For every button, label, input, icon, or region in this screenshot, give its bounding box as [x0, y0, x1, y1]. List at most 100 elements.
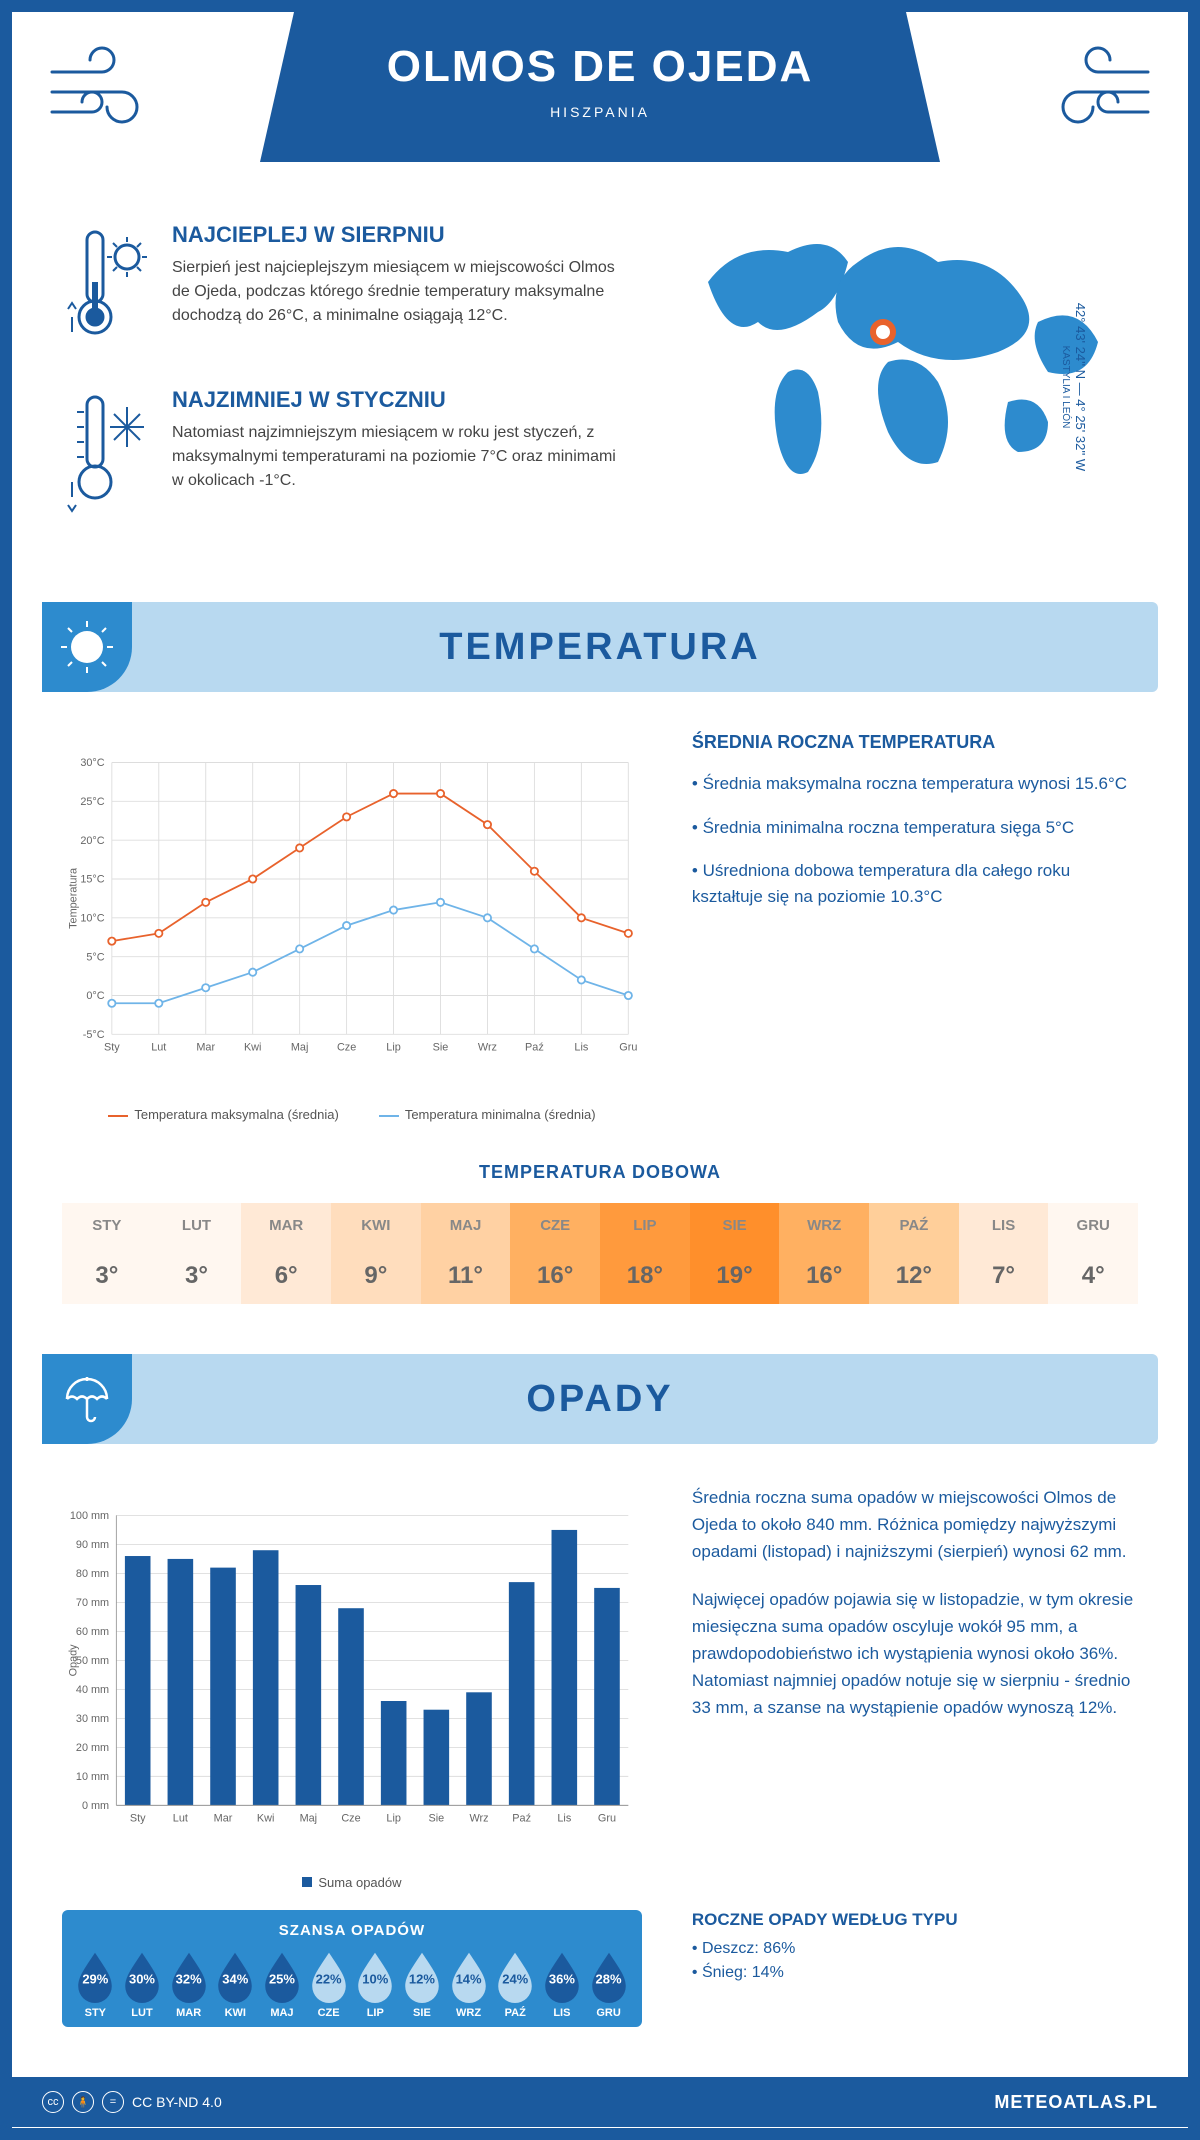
- svg-text:Kwi: Kwi: [257, 1813, 274, 1825]
- daily-month: SIE: [690, 1203, 780, 1248]
- temperature-chart: -5°C0°C5°C10°C15°C20°C25°C30°CStyLutMarK…: [62, 732, 642, 1122]
- svg-text:Sty: Sty: [130, 1813, 146, 1825]
- svg-text:60 mm: 60 mm: [76, 1626, 109, 1638]
- temp-legend: Temperatura maksymalna (średnia) Tempera…: [62, 1107, 642, 1122]
- svg-text:Wrz: Wrz: [469, 1813, 488, 1825]
- svg-text:Lip: Lip: [386, 1813, 401, 1825]
- daily-month: LIS: [959, 1203, 1049, 1248]
- by-icon: 🧍: [72, 2091, 94, 2113]
- wind-icon: [42, 42, 162, 147]
- location-title: OLMOS DE OJEDA: [260, 42, 940, 92]
- daily-value: 18°: [600, 1248, 690, 1304]
- coldest-block: NAJZIMNIEJ W STYCZNIU Natomiast najzimni…: [62, 387, 618, 522]
- daily-value: 7°: [959, 1248, 1049, 1304]
- coldest-text: Natomiast najzimniejszym miesiącem w rok…: [172, 421, 618, 493]
- svg-text:Sty: Sty: [104, 1042, 120, 1054]
- svg-text:70 mm: 70 mm: [76, 1597, 109, 1609]
- license-text: CC BY-ND 4.0: [132, 2094, 222, 2110]
- precip-type: ROCZNE OPADY WEDŁUG TYPU • Deszcz: 86%• …: [692, 1910, 1138, 2027]
- svg-text:Maj: Maj: [300, 1813, 318, 1825]
- chance-drop: 34% KWI: [212, 1949, 259, 2019]
- chance-drop: 25% MAJ: [259, 1949, 306, 2019]
- svg-text:10°C: 10°C: [80, 912, 104, 924]
- site-name: METEOATLAS.PL: [994, 2092, 1158, 2113]
- summary-row: NAJCIEPLEJ W SIERPNIU Sierpień jest najc…: [12, 192, 1188, 592]
- daily-value: 3°: [62, 1248, 152, 1304]
- temperature-body: -5°C0°C5°C10°C15°C20°C25°C30°CStyLutMarK…: [12, 692, 1188, 1162]
- summary-text-col: NAJCIEPLEJ W SIERPNIU Sierpień jest najc…: [62, 222, 618, 552]
- chance-drop: 28% GRU: [585, 1949, 632, 2019]
- precip-p1: Średnia roczna suma opadów w miejscowośc…: [692, 1484, 1138, 1566]
- precip-legend: Suma opadów: [62, 1875, 642, 1890]
- daily-temperature: TEMPERATURA DOBOWA STYLUTMARKWIMAJCZELIP…: [12, 1162, 1188, 1344]
- precipitation-text: Średnia roczna suma opadów w miejscowośc…: [692, 1484, 1138, 1890]
- svg-text:Cze: Cze: [337, 1042, 356, 1054]
- svg-text:15°C: 15°C: [80, 874, 104, 886]
- daily-title: TEMPERATURA DOBOWA: [62, 1162, 1138, 1183]
- daily-month: GRU: [1048, 1203, 1138, 1248]
- svg-text:90 mm: 90 mm: [76, 1539, 109, 1551]
- chance-drop: 32% MAR: [165, 1949, 212, 2019]
- hottest-text: Sierpień jest najcieplejszym miesiącem w…: [172, 256, 618, 328]
- temperature-title: TEMPERATURA: [439, 626, 761, 669]
- svg-text:20 mm: 20 mm: [76, 1742, 109, 1754]
- svg-text:Wrz: Wrz: [478, 1042, 497, 1054]
- svg-text:Paź: Paź: [525, 1042, 544, 1054]
- nd-icon: =: [102, 2091, 124, 2113]
- daily-month: LIP: [600, 1203, 690, 1248]
- svg-text:-5°C: -5°C: [83, 1029, 105, 1041]
- daily-value: 9°: [331, 1248, 421, 1304]
- coords-text: 42° 43' 24'' N — 4° 25' 32'' W: [1073, 303, 1088, 471]
- world-map: 42° 43' 24'' N — 4° 25' 32'' W KASTYLIA …: [658, 222, 1138, 552]
- svg-text:30 mm: 30 mm: [76, 1713, 109, 1725]
- chance-drop: 24% PAŹ: [492, 1949, 539, 2019]
- temp-stat-item: • Uśredniona dobowa temperatura dla całe…: [692, 858, 1138, 909]
- svg-text:Gru: Gru: [598, 1813, 616, 1825]
- chance-row: SZANSA OPADÓW 29% STY 30% LUT 32%: [12, 1910, 1188, 2057]
- precipitation-title: OPADY: [526, 1378, 673, 1421]
- chance-strip: SZANSA OPADÓW 29% STY 30% LUT 32%: [62, 1910, 642, 2027]
- svg-text:80 mm: 80 mm: [76, 1568, 109, 1580]
- chance-drop: 30% LUT: [119, 1949, 166, 2019]
- precip-type-item: • Śnieg: 14%: [692, 1964, 1138, 1982]
- svg-text:Cze: Cze: [341, 1813, 360, 1825]
- thermometer-hot-icon: [62, 222, 152, 357]
- temp-stat-item: • Średnia maksymalna roczna temperatura …: [692, 771, 1138, 797]
- region-text: KASTYLIA I LEÓN: [1060, 303, 1071, 471]
- daily-month: PAŹ: [869, 1203, 959, 1248]
- svg-text:0 mm: 0 mm: [82, 1800, 109, 1812]
- svg-text:Lis: Lis: [557, 1813, 571, 1825]
- daily-value: 16°: [510, 1248, 600, 1304]
- daily-value: 19°: [690, 1248, 780, 1304]
- svg-text:5°C: 5°C: [86, 951, 104, 963]
- umbrella-icon: [42, 1354, 132, 1444]
- svg-text:25°C: 25°C: [80, 796, 104, 808]
- svg-text:40 mm: 40 mm: [76, 1684, 109, 1696]
- svg-text:Lut: Lut: [173, 1813, 188, 1825]
- chance-drop: 10% LIP: [352, 1949, 399, 2019]
- precip-legend-label: Suma opadów: [318, 1875, 401, 1890]
- svg-text:Sie: Sie: [428, 1813, 444, 1825]
- sun-icon: [42, 602, 132, 692]
- footer: cc 🧍 = CC BY-ND 4.0 METEOATLAS.PL: [12, 2077, 1188, 2127]
- wind-icon: [1038, 42, 1158, 147]
- header: OLMOS DE OJEDA HISZPANIA: [12, 12, 1188, 192]
- svg-text:Sie: Sie: [433, 1042, 449, 1054]
- daily-month: MAR: [241, 1203, 331, 1248]
- daily-value: 16°: [779, 1248, 869, 1304]
- precipitation-chart: 0 mm10 mm20 mm30 mm40 mm50 mm60 mm70 mm8…: [62, 1484, 642, 1890]
- svg-text:Maj: Maj: [291, 1042, 309, 1054]
- cc-icon: cc: [42, 2091, 64, 2113]
- title-banner: OLMOS DE OJEDA HISZPANIA: [260, 12, 940, 162]
- coordinates: 42° 43' 24'' N — 4° 25' 32'' W KASTYLIA …: [1060, 303, 1088, 471]
- svg-text:10 mm: 10 mm: [76, 1771, 109, 1783]
- chance-drop: 29% STY: [72, 1949, 119, 2019]
- daily-month: MAJ: [421, 1203, 511, 1248]
- svg-text:Temperatura: Temperatura: [67, 867, 79, 929]
- svg-text:Kwi: Kwi: [244, 1042, 261, 1054]
- chance-title: SZANSA OPADÓW: [72, 1922, 632, 1939]
- chance-drop: 14% WRZ: [445, 1949, 492, 2019]
- hottest-title: NAJCIEPLEJ W SIERPNIU: [172, 222, 618, 248]
- svg-text:Lis: Lis: [574, 1042, 588, 1054]
- svg-text:Paź: Paź: [512, 1813, 531, 1825]
